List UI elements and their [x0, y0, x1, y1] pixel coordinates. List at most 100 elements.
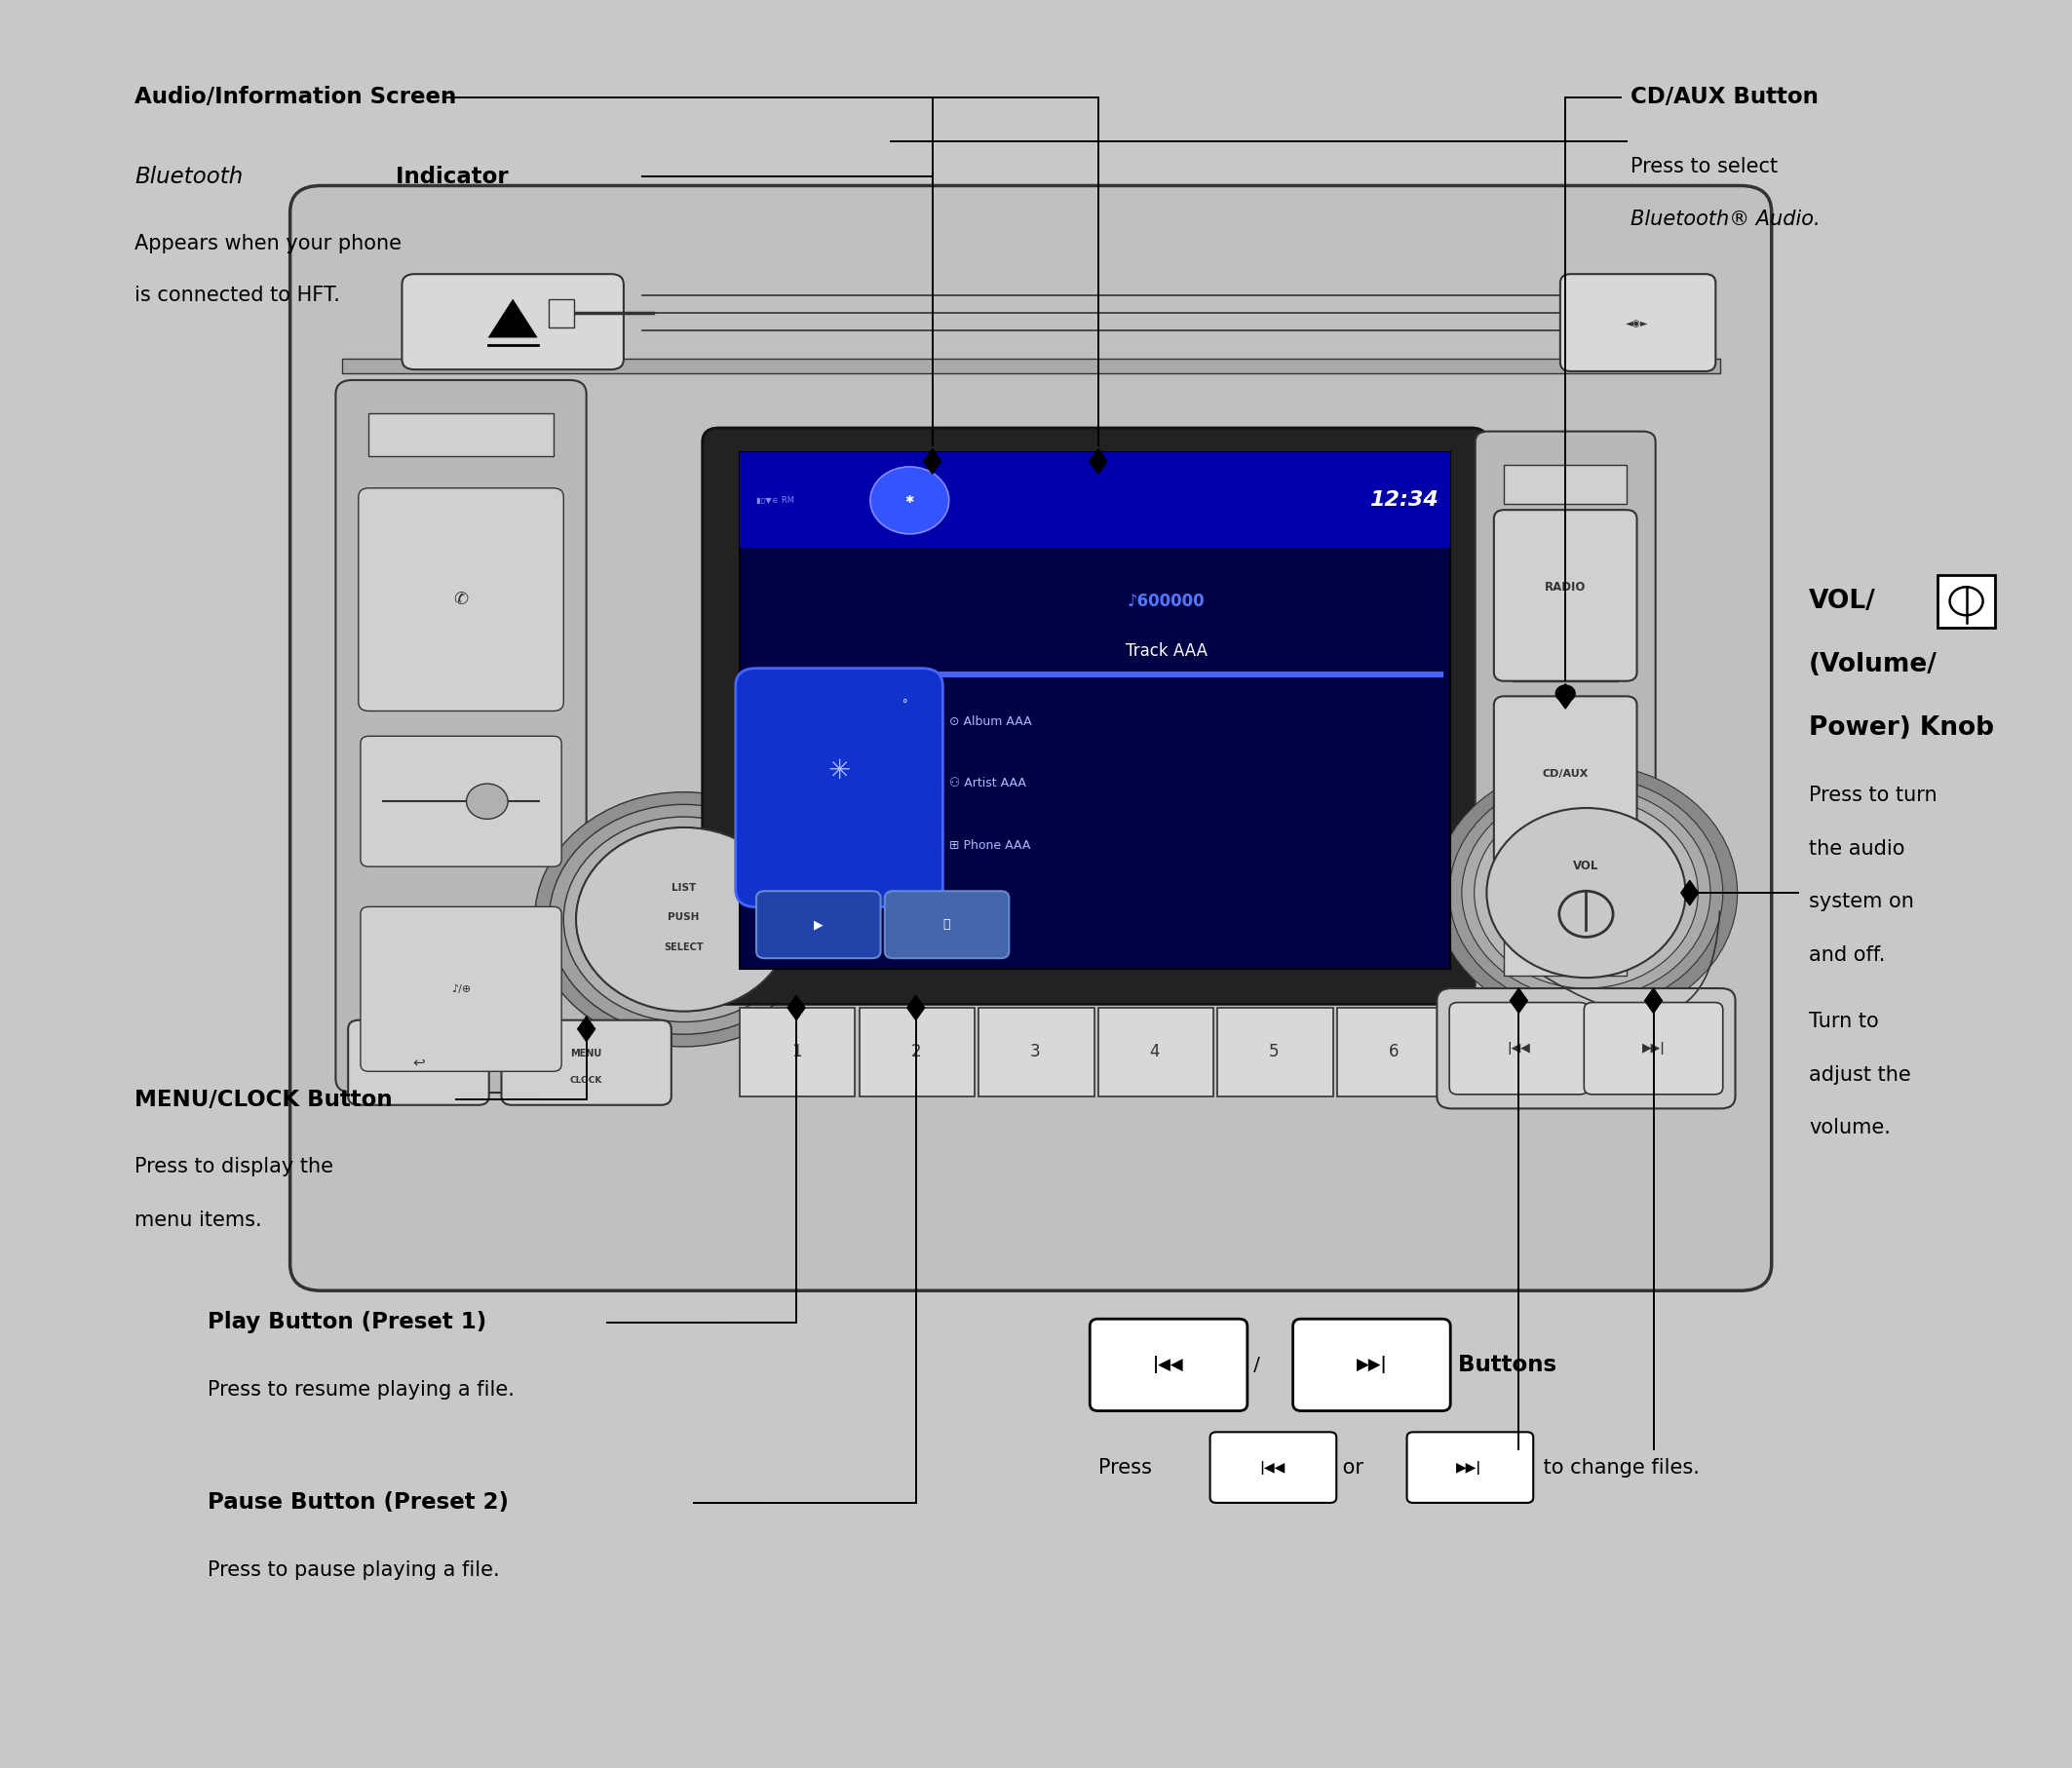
FancyBboxPatch shape — [361, 735, 562, 866]
Text: or: or — [1336, 1457, 1370, 1478]
Text: ▮▯▼⚟ RM: ▮▯▼⚟ RM — [756, 497, 794, 504]
Polygon shape — [1645, 988, 1662, 1013]
Text: ✱: ✱ — [905, 495, 914, 506]
FancyBboxPatch shape — [361, 907, 562, 1071]
Text: system on: system on — [1809, 891, 1915, 912]
Polygon shape — [489, 299, 539, 338]
Bar — [1218, 1008, 1332, 1096]
Circle shape — [1450, 776, 1724, 1010]
Text: VOL/: VOL/ — [1809, 589, 1875, 613]
Bar — [740, 453, 1450, 548]
Text: volume.: volume. — [1809, 1117, 1890, 1139]
Bar — [860, 1008, 974, 1096]
Text: °: ° — [903, 698, 908, 709]
Text: menu items.: menu items. — [135, 1209, 261, 1231]
Text: Play Button (Preset 1): Play Button (Preset 1) — [207, 1312, 487, 1333]
Text: ✆: ✆ — [454, 591, 468, 608]
Bar — [740, 1008, 856, 1096]
Text: is connected to HFT.: is connected to HFT. — [135, 285, 340, 306]
Text: VOL: VOL — [1573, 859, 1600, 873]
Text: ♪600000: ♪600000 — [1127, 592, 1206, 610]
FancyBboxPatch shape — [1210, 1432, 1336, 1503]
Bar — [1336, 1008, 1452, 1096]
Text: 12:34: 12:34 — [1370, 490, 1438, 511]
Polygon shape — [578, 1017, 595, 1041]
Text: Audio/Information Screen: Audio/Information Screen — [135, 87, 456, 108]
Text: ✳: ✳ — [829, 758, 850, 785]
Text: (Volume/: (Volume/ — [1809, 652, 1937, 677]
Text: ↩: ↩ — [412, 1055, 425, 1070]
Polygon shape — [1556, 684, 1575, 709]
Circle shape — [564, 817, 804, 1022]
Text: RADIO: RADIO — [1546, 582, 1585, 594]
Circle shape — [535, 792, 833, 1047]
Text: PUSH: PUSH — [667, 912, 700, 923]
Text: ⚇ Artist AAA: ⚇ Artist AAA — [949, 776, 1026, 790]
Circle shape — [1554, 684, 1577, 702]
Circle shape — [576, 827, 792, 1011]
Text: Appears when your phone: Appears when your phone — [135, 233, 402, 255]
Text: Power) Knob: Power) Knob — [1809, 716, 1993, 741]
Text: Press to display the: Press to display the — [135, 1156, 334, 1177]
Text: Track AAA: Track AAA — [1125, 642, 1208, 659]
Circle shape — [1434, 764, 1736, 1022]
Text: ▶▶|: ▶▶| — [1641, 1041, 1666, 1055]
Text: ▶▶|: ▶▶| — [1457, 1460, 1481, 1475]
FancyBboxPatch shape — [336, 380, 586, 1093]
FancyBboxPatch shape — [702, 428, 1488, 1004]
FancyBboxPatch shape — [1293, 1319, 1450, 1411]
Text: 1: 1 — [792, 1043, 802, 1061]
Bar — [369, 414, 553, 456]
Bar — [939, 672, 1444, 677]
Polygon shape — [1090, 449, 1106, 474]
Text: Buttons: Buttons — [1450, 1354, 1556, 1376]
Text: CLOCK: CLOCK — [570, 1077, 603, 1084]
Text: Bluetooth: Bluetooth — [135, 166, 242, 187]
Text: Bluetooth® Audio.: Bluetooth® Audio. — [1631, 209, 1821, 230]
Polygon shape — [908, 995, 924, 1020]
Text: ▶▶|: ▶▶| — [1357, 1356, 1386, 1374]
Circle shape — [1463, 787, 1711, 999]
FancyBboxPatch shape — [1583, 1002, 1722, 1094]
Circle shape — [1475, 797, 1699, 988]
Text: to change files.: to change files. — [1537, 1457, 1699, 1478]
Text: Press to turn: Press to turn — [1809, 785, 1937, 806]
FancyBboxPatch shape — [736, 668, 943, 907]
Circle shape — [870, 467, 949, 534]
Bar — [978, 1008, 1094, 1096]
Text: Indicator: Indicator — [387, 166, 508, 187]
Text: ⏸: ⏸ — [943, 918, 951, 932]
FancyBboxPatch shape — [1090, 1319, 1247, 1411]
Bar — [549, 299, 574, 327]
Bar — [1504, 937, 1627, 976]
FancyBboxPatch shape — [885, 891, 1009, 958]
Bar — [342, 359, 1720, 373]
Text: Press to select: Press to select — [1631, 156, 1778, 177]
Text: ⊙ Album AAA: ⊙ Album AAA — [949, 714, 1032, 728]
Text: 5: 5 — [1270, 1043, 1278, 1061]
FancyBboxPatch shape — [1448, 1002, 1587, 1094]
Text: adjust the: adjust the — [1809, 1064, 1910, 1086]
Text: ♪/⊕: ♪/⊕ — [452, 985, 470, 994]
Text: Press: Press — [1098, 1457, 1158, 1478]
FancyBboxPatch shape — [501, 1020, 671, 1105]
Text: 6: 6 — [1388, 1043, 1399, 1061]
FancyBboxPatch shape — [1494, 697, 1637, 868]
Polygon shape — [787, 995, 806, 1020]
Circle shape — [1486, 808, 1687, 978]
Text: ⊞ Phone AAA: ⊞ Phone AAA — [949, 838, 1030, 852]
Text: |◀◀: |◀◀ — [1260, 1460, 1285, 1475]
FancyBboxPatch shape — [1494, 509, 1637, 681]
FancyBboxPatch shape — [358, 488, 564, 711]
Text: Pause Button (Preset 2): Pause Button (Preset 2) — [207, 1492, 508, 1513]
Text: LIST: LIST — [671, 882, 696, 893]
Text: MENU/CLOCK Button: MENU/CLOCK Button — [135, 1089, 392, 1110]
Circle shape — [466, 783, 508, 819]
FancyBboxPatch shape — [1560, 274, 1716, 371]
Circle shape — [549, 804, 818, 1034]
Text: ◄◉►: ◄◉► — [1624, 318, 1649, 329]
Text: |◀◀: |◀◀ — [1506, 1041, 1531, 1055]
Text: /: / — [1247, 1356, 1266, 1374]
Text: |◀◀: |◀◀ — [1154, 1356, 1183, 1374]
FancyBboxPatch shape — [1475, 431, 1656, 1001]
